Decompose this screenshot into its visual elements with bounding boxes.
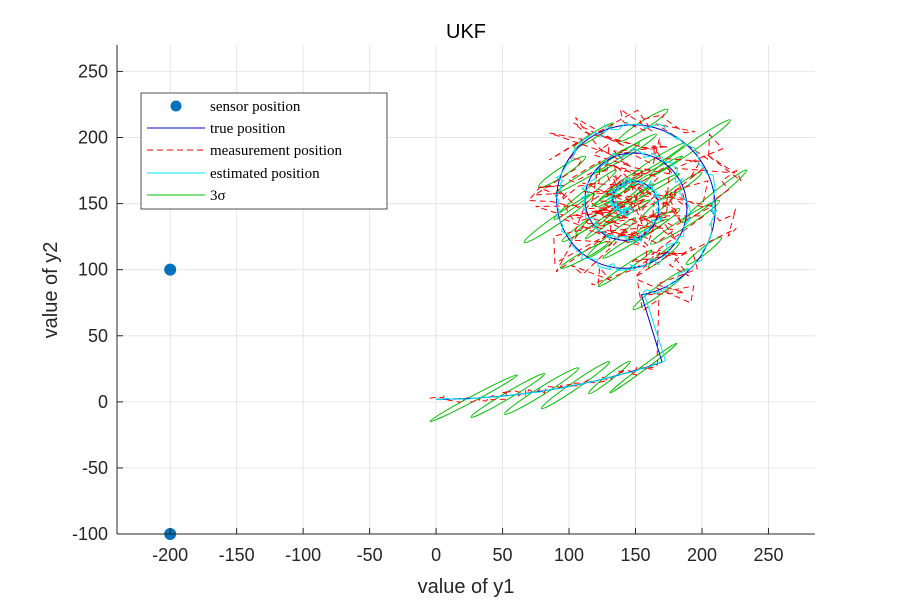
sigma-ellipse [573,122,614,149]
sigma-ellipse [540,361,611,410]
legend-label-true: true position [210,121,286,137]
legend: sensor position true position measuremen… [140,92,388,210]
x-tick-label: 100 [554,545,584,565]
y-tick-label: 200 [78,128,108,148]
legend-box [140,92,388,210]
sigma-ellipse [681,169,748,223]
axes: -200 -150 -100 -50 0 50 100 150 200 250 -100 -50 0 50… [72,45,815,565]
legend-label-measurement: measurement position [210,143,343,159]
x-tick-label: -150 [219,545,255,565]
x-tick-label: 250 [753,545,783,565]
x-tick-label: 0 [431,545,441,565]
sigma-ellipse [588,360,631,395]
sensor-position-marker [164,263,177,276]
sigma-ellipse [609,342,678,394]
y-tick-label: -50 [82,458,108,478]
sigma-ellipse [553,169,617,220]
legend-label-estimated: estimated position [210,166,320,182]
y-axis-title: value of y2 [40,242,62,339]
y-tick-label: 250 [78,61,108,81]
legend-sensor-marker [170,100,182,112]
legend-label-sigma: 3σ [210,188,226,204]
estimated-position-series [435,121,718,401]
sigma-ellipse [504,367,580,415]
y-tick-label: 0 [98,392,108,412]
x-tick-label: 50 [493,545,513,565]
y-tick-label: 150 [78,194,108,214]
x-tick-label: -100 [285,545,321,565]
y-tick-label: 100 [78,260,108,280]
x-tick-label: -200 [152,545,188,565]
chart-title: UKF [446,21,486,43]
legend-label-sensor: sensor position [210,99,301,115]
y-tick-label: 50 [88,326,108,346]
plot-area [164,107,748,540]
sigma-ellipse [685,236,723,266]
x-tick-label: 200 [687,545,717,565]
sigma-ellipse [597,249,653,288]
x-tick-label: -50 [357,545,383,565]
x-axis-title: value of y1 [418,576,515,598]
x-tick-label: 150 [620,545,650,565]
y-tick-label: -100 [72,524,108,544]
measurement-position-series [429,107,742,404]
sigma-ellipse [650,200,721,245]
